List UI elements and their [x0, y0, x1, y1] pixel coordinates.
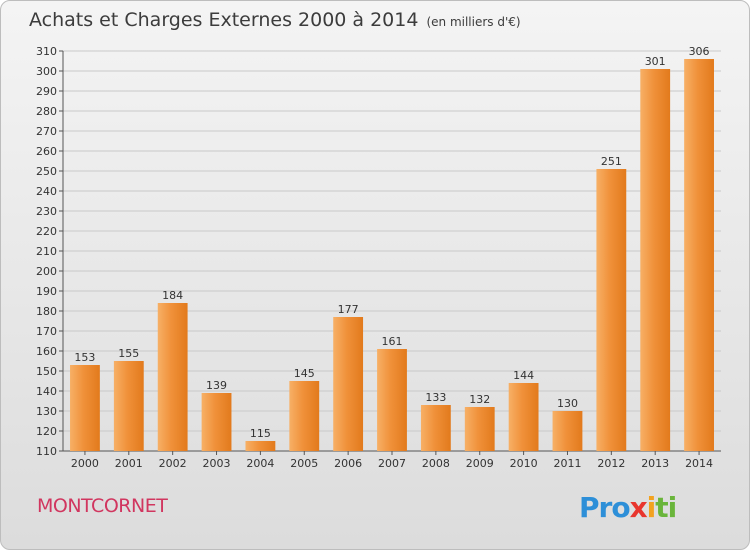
y-tick-label: 130	[36, 405, 57, 418]
y-tick-label: 210	[36, 245, 57, 258]
value-label-2006: 177	[338, 303, 359, 316]
y-tick-label: 200	[36, 265, 57, 278]
bar-2005	[289, 381, 320, 451]
y-tick-label: 180	[36, 305, 57, 318]
y-tick-label: 110	[36, 445, 57, 458]
x-tick-label-2000: 2000	[71, 457, 99, 470]
x-tick-label-2006: 2006	[334, 457, 362, 470]
bar-2007	[377, 349, 407, 451]
x-tick-label-2014: 2014	[685, 457, 713, 470]
bar-2013	[640, 69, 671, 451]
y-tick-label: 300	[36, 65, 57, 78]
y-tick-label: 310	[36, 45, 57, 58]
x-tick-label-2002: 2002	[159, 457, 187, 470]
bar-2008	[420, 405, 451, 451]
y-tick-label: 170	[36, 325, 57, 338]
bar-2009	[464, 407, 495, 451]
commune-name: MONTCORNET	[37, 495, 168, 517]
x-tick-label-2009: 2009	[466, 457, 494, 470]
x-tick-label-2008: 2008	[422, 457, 450, 470]
y-tick-label: 160	[36, 345, 57, 358]
value-label-2011: 130	[557, 397, 578, 410]
bar-2011	[552, 411, 583, 451]
bar-2006	[333, 317, 364, 451]
value-label-2010: 144	[513, 369, 534, 382]
chart-title: Achats et Charges Externes 2000 à 2014 (e…	[29, 9, 521, 31]
y-tick-label: 290	[36, 85, 57, 98]
x-tick-label-2013: 2013	[641, 457, 669, 470]
y-tick-label: 260	[36, 145, 57, 158]
bar-2000	[70, 365, 100, 451]
bar-2014	[684, 59, 714, 451]
bar-2002	[157, 303, 188, 451]
value-label-2013: 301	[645, 55, 666, 68]
x-tick-label-2011: 2011	[553, 457, 581, 470]
y-tick-label: 270	[36, 125, 57, 138]
value-label-2014: 306	[689, 45, 710, 58]
x-tick-label-2004: 2004	[246, 457, 274, 470]
proxiti-logo: Proxiti	[579, 491, 677, 524]
bar-2003	[201, 393, 232, 451]
bar-2001	[113, 361, 144, 451]
bar-2004	[245, 441, 276, 451]
y-tick-label: 140	[36, 385, 57, 398]
value-label-2005: 145	[294, 367, 315, 380]
value-label-2003: 139	[206, 379, 227, 392]
value-label-2002: 184	[162, 289, 183, 302]
y-tick-label: 230	[36, 205, 57, 218]
value-label-2004: 115	[250, 427, 271, 440]
value-label-2007: 161	[382, 335, 403, 348]
x-tick-label-2003: 2003	[203, 457, 231, 470]
y-tick-label: 280	[36, 105, 57, 118]
bar-2012	[596, 169, 627, 451]
y-tick-label: 240	[36, 185, 57, 198]
y-tick-label: 250	[36, 165, 57, 178]
y-tick-label: 220	[36, 225, 57, 238]
bars	[70, 59, 714, 451]
value-label-2012: 251	[601, 155, 622, 168]
y-tick-label: 190	[36, 285, 57, 298]
x-tick-label-2012: 2012	[597, 457, 625, 470]
y-tick-label: 150	[36, 365, 57, 378]
bar-2010	[508, 383, 539, 451]
y-tick-label: 120	[36, 425, 57, 438]
value-label-2001: 155	[118, 347, 139, 360]
x-tick-label-2001: 2001	[115, 457, 143, 470]
value-label-2000: 153	[74, 351, 95, 364]
x-tick-label-2010: 2010	[510, 457, 538, 470]
chart-unit: (en milliers d'€)	[426, 15, 521, 29]
x-tick-label-2005: 2005	[290, 457, 318, 470]
value-label-2009: 132	[469, 393, 490, 406]
labels: 110 120 130 140 150 160 170 180 190 200 210 220 230 2…	[36, 45, 713, 470]
value-label-2008: 133	[425, 391, 446, 404]
x-tick-label-2007: 2007	[378, 457, 406, 470]
